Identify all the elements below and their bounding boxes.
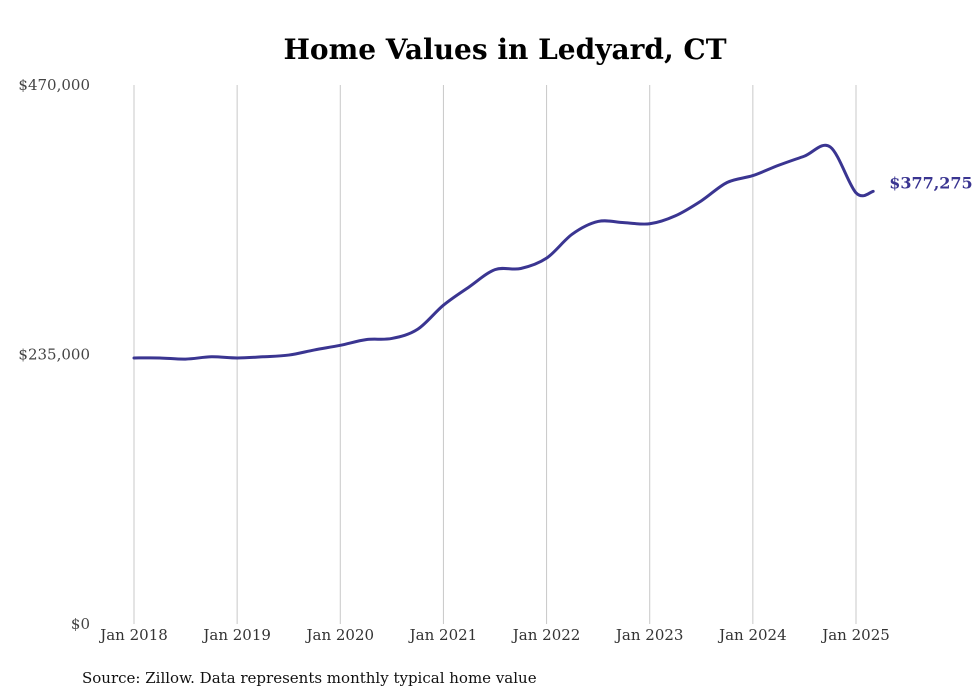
x-axis-ticks: Jan 2018 Jan 2019 Jan 2020 Jan 2021 Jan 2022… [98, 626, 890, 644]
y-tick-label: $0 [71, 615, 90, 633]
y-tick-label: $470,000 [18, 76, 90, 94]
x-tick-label: Jan 2021 [408, 626, 478, 644]
x-tick-label: Jan 2024 [717, 626, 787, 644]
y-axis-ticks: $0 $235,000 $470,000 [18, 76, 90, 633]
end-value-label: $377,275 [889, 173, 973, 192]
series-line [132, 143, 875, 361]
x-tick-label: Jan 2020 [305, 626, 375, 644]
source-note: Source: Zillow. Data represents monthly … [82, 669, 537, 687]
gridlines [133, 85, 857, 624]
x-tick-label: Jan 2023 [614, 626, 684, 644]
x-tick-label: Jan 2025 [820, 626, 890, 644]
x-tick-label: Jan 2019 [201, 626, 271, 644]
series-layer: $377,275 [132, 143, 973, 361]
y-tick-label: $235,000 [18, 346, 90, 364]
x-tick-label: Jan 2018 [98, 626, 168, 644]
x-tick-label: Jan 2022 [511, 626, 581, 644]
chart-title: Home Values in Ledyard, CT [283, 33, 726, 66]
